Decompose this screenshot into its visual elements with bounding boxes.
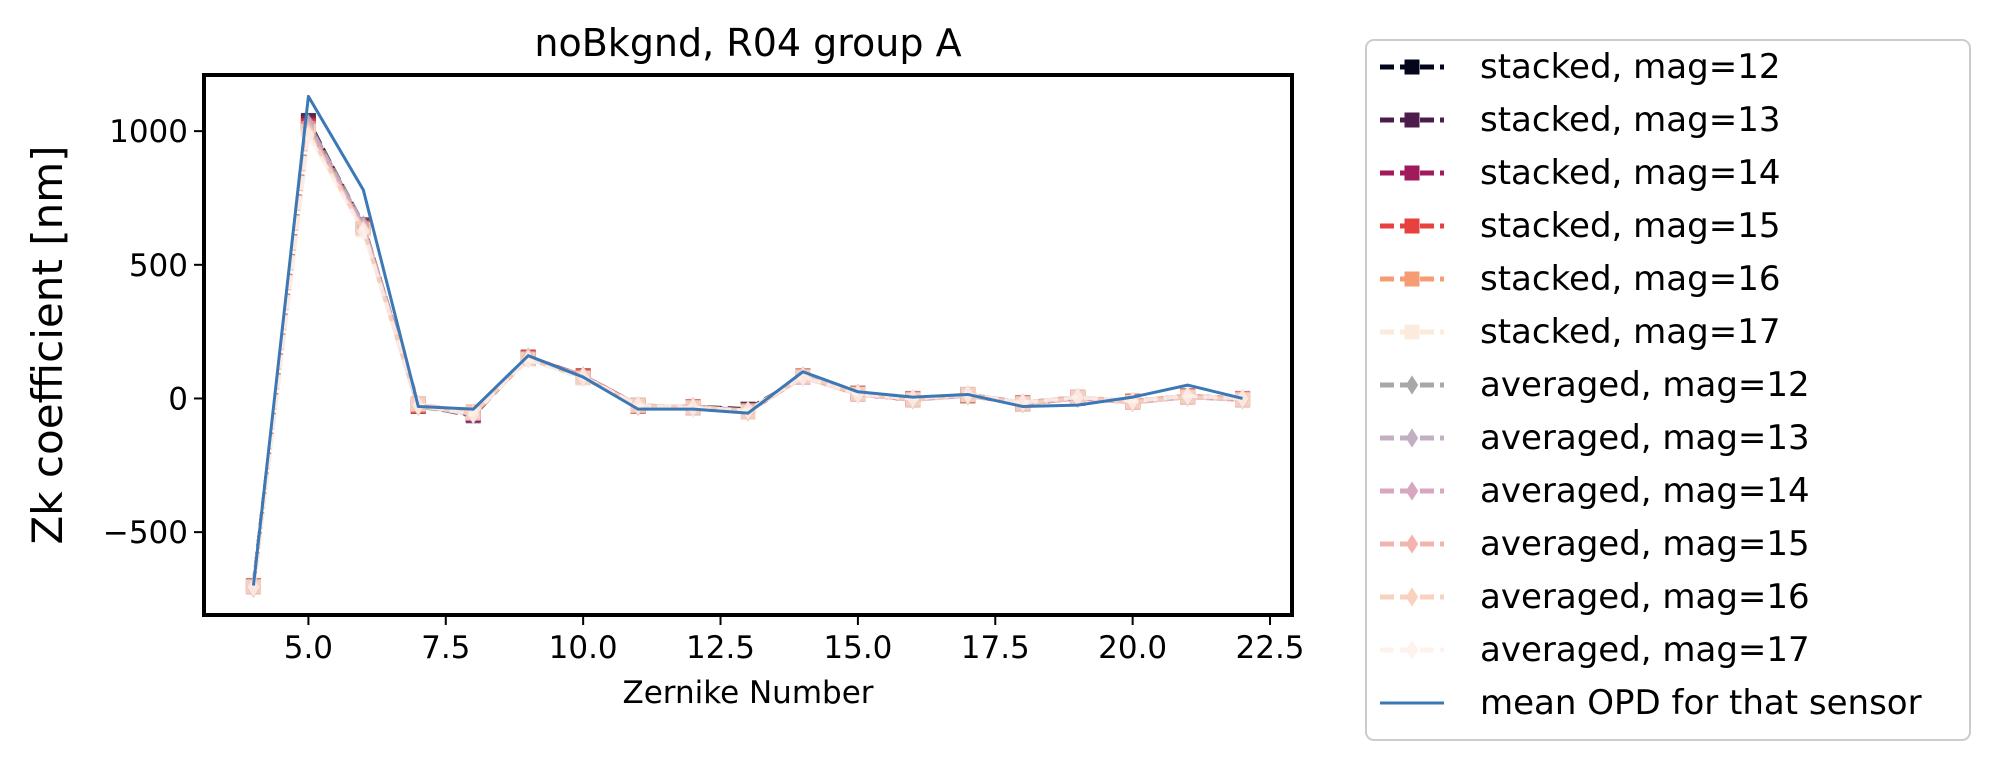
legend-swatch-marker xyxy=(1404,218,1420,234)
plot-marks xyxy=(245,94,1251,598)
legend-swatch-marker xyxy=(1405,587,1419,607)
legend-label: averaged, mag=13 xyxy=(1480,418,1810,458)
legend-label: averaged, mag=17 xyxy=(1480,630,1810,670)
series-10 xyxy=(247,122,1249,598)
legend-label: averaged, mag=14 xyxy=(1480,471,1810,511)
legend-entry: averaged, mag=16 xyxy=(1380,577,1810,617)
data-point xyxy=(741,400,755,421)
legend-entry: averaged, mag=17 xyxy=(1380,630,1810,670)
legend-label: mean OPD for that sensor xyxy=(1480,683,1922,723)
legend-entry: stacked, mag=12 xyxy=(1380,47,1780,87)
chart-title: noBkgnd, R04 group A xyxy=(534,21,961,65)
series-2 xyxy=(245,115,1251,594)
series-9 xyxy=(247,120,1249,597)
x-axis: 5.0 7.5 10.0 12.5 15.0 17.5 20.0 22.5 xyxy=(284,615,1305,666)
series-11 xyxy=(247,125,1249,597)
series-line xyxy=(251,133,1243,588)
legend-label: stacked, mag=15 xyxy=(1480,206,1780,246)
legend: stacked, mag=12 stacked, mag=13 stacked, m… xyxy=(1365,39,1971,741)
legend-swatch-marker xyxy=(1405,481,1419,501)
legend-entry: stacked, mag=16 xyxy=(1380,259,1780,299)
legend-swatch-marker xyxy=(1405,428,1419,448)
legend-entry: stacked, mag=17 xyxy=(1380,312,1780,352)
legend-entry: stacked, mag=14 xyxy=(1380,153,1780,193)
series-5 xyxy=(245,123,1251,595)
legend-swatch-marker xyxy=(1404,112,1420,128)
legend-label: averaged, mag=12 xyxy=(1480,365,1810,405)
legend-entry: stacked, mag=13 xyxy=(1380,100,1780,140)
legend-swatch-marker xyxy=(1405,534,1419,554)
legend-label: stacked, mag=13 xyxy=(1480,100,1780,140)
data-point xyxy=(1181,386,1194,406)
legend-entry: averaged, mag=15 xyxy=(1380,524,1810,564)
x-tick-label: 5.0 xyxy=(284,630,333,666)
series-line xyxy=(251,94,1243,586)
legend-label: stacked, mag=14 xyxy=(1480,153,1780,193)
legend-label: stacked, mag=17 xyxy=(1480,312,1780,352)
y-axis-label: Zk coefficient [nm] xyxy=(23,145,72,544)
series-8 xyxy=(247,117,1249,598)
series-0 xyxy=(245,112,1251,594)
data-point xyxy=(247,577,260,597)
legend-swatch-marker xyxy=(1404,324,1420,340)
legend-label: averaged, mag=15 xyxy=(1480,524,1810,564)
series-3 xyxy=(245,118,1251,595)
x-axis-label: Zernike Number xyxy=(622,675,873,711)
x-tick-label: 12.5 xyxy=(686,630,755,666)
legend-swatch-marker xyxy=(1404,59,1420,75)
x-tick-label: 7.5 xyxy=(421,630,470,666)
plot-frame xyxy=(202,73,1294,617)
legend-frame xyxy=(1365,39,1971,741)
series-line xyxy=(251,130,1243,589)
series-1 xyxy=(245,114,1251,595)
x-tick-label: 17.5 xyxy=(961,630,1030,666)
legend-swatch-marker xyxy=(1404,165,1420,181)
legend-label: averaged, mag=16 xyxy=(1480,577,1810,617)
legend-label: stacked, mag=16 xyxy=(1480,259,1780,299)
y-axis: −500 0 500 1000 xyxy=(103,114,204,551)
legend-entry: averaged, mag=13 xyxy=(1380,418,1810,458)
legend-entry: averaged, mag=12 xyxy=(1380,365,1810,405)
x-tick-label: 20.0 xyxy=(1098,630,1167,666)
series-6 xyxy=(247,113,1249,598)
series-7 xyxy=(247,114,1249,597)
y-tick-label: −500 xyxy=(103,515,188,551)
series-12 xyxy=(251,94,1243,586)
data-point xyxy=(467,404,480,425)
x-tick-label: 15.0 xyxy=(823,630,892,666)
legend-swatch-marker xyxy=(1405,375,1419,395)
x-tick-label: 10.0 xyxy=(549,630,618,666)
legend-entries: stacked, mag=12 stacked, mag=13 stacked, m… xyxy=(1380,47,1922,723)
legend-entry: averaged, mag=14 xyxy=(1380,471,1810,511)
y-tick-label: 0 xyxy=(168,381,188,417)
legend-entry: mean OPD for that sensor xyxy=(1380,683,1922,723)
legend-swatch-marker xyxy=(1405,640,1419,660)
y-tick-label: 500 xyxy=(129,248,188,284)
legend-entry: stacked, mag=15 xyxy=(1380,206,1780,246)
legend-swatch-marker xyxy=(1404,271,1420,287)
series-4 xyxy=(245,120,1251,594)
legend-label: stacked, mag=12 xyxy=(1480,47,1780,87)
y-tick-label: 1000 xyxy=(109,114,188,150)
data-point xyxy=(357,221,370,242)
x-tick-label: 22.5 xyxy=(1236,630,1305,666)
